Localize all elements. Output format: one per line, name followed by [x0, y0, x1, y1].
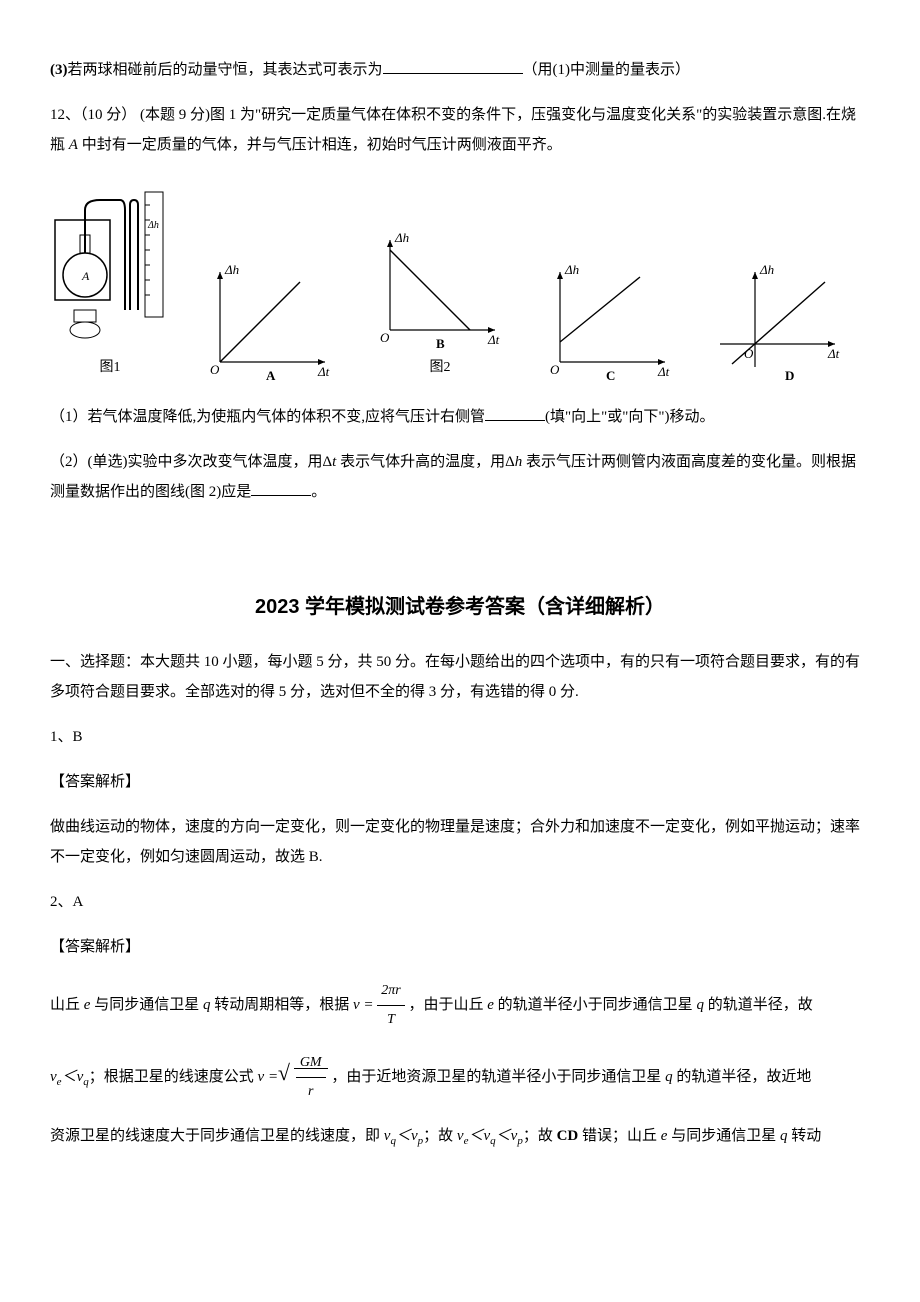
- numer: 2πr: [377, 977, 404, 1006]
- denom: T: [377, 1006, 404, 1034]
- a2-para3: 资源卫星的线速度大于同步通信卫星的线速度，即 vq＜vp；故 ve＜vq＜vp；…: [50, 1121, 870, 1152]
- formula-v-2pir: v = 2πrT: [353, 997, 405, 1013]
- svg-text:O: O: [744, 346, 754, 361]
- svg-text:Δh: Δh: [759, 262, 774, 277]
- q3-text-a: 若两球相碰前后的动量守恒，其表达式可表示为: [68, 62, 383, 78]
- answer-title: 2023 学年模拟测试卷参考答案（含详细解析）: [50, 587, 870, 627]
- cd-option: CD: [557, 1128, 579, 1144]
- ve-lt-vq: ve＜vq: [50, 1069, 89, 1085]
- sub-q: q: [390, 1135, 396, 1147]
- a2-para1: 山丘 e 与同步通信卫星 q 转动周期相等，根据 v = 2πrT ，由于山丘 …: [50, 977, 870, 1034]
- svg-text:O: O: [210, 362, 220, 377]
- blank-fill[interactable]: [383, 55, 523, 74]
- svg-text:Δt: Δt: [317, 364, 330, 379]
- var-e: e: [487, 997, 494, 1013]
- txt: 的轨道半径，故近地: [673, 1069, 812, 1085]
- svg-text:Δh: Δh: [147, 220, 159, 231]
- a1-num: 1、B: [50, 722, 870, 752]
- svg-text:Δt: Δt: [657, 364, 670, 379]
- sub-q: q: [490, 1135, 496, 1147]
- txt: ；故: [523, 1128, 557, 1144]
- svg-text:C: C: [606, 368, 615, 382]
- q3-prefix: (3): [50, 62, 68, 78]
- svg-text:A: A: [266, 368, 276, 382]
- section1-heading: 一、选择题：本大题共 10 小题，每小题 5 分，共 50 分。在每小题给出的四…: [50, 647, 870, 707]
- q12-sub2-suffix: 。: [311, 484, 326, 500]
- numer: GM: [296, 1049, 326, 1078]
- q12-sub2-a: （2）(单选)实验中多次改变气体温度，用Δ: [50, 454, 332, 470]
- figure-row: A Δh 图1 Δh Δt O A: [50, 180, 870, 382]
- v: v: [50, 1069, 57, 1085]
- blank-fill[interactable]: [485, 402, 545, 421]
- chart-b-col: Δh Δt O B 图2: [370, 230, 510, 382]
- v: v: [258, 1069, 265, 1085]
- analysis-label: 【答案解析】: [50, 932, 870, 962]
- chart-d: Δh Δt O D: [710, 262, 850, 382]
- txt: ，由于山丘: [408, 997, 487, 1013]
- q11-3: (3)若两球相碰前后的动量守恒，其表达式可表示为 （用(1)中测量的量表示）: [50, 55, 870, 85]
- svg-text:Δh: Δh: [394, 230, 409, 245]
- q12-sub1-suffix: (填"向上"或"向下")移动。: [545, 409, 714, 425]
- q12-title-after: 中封有一定质量的气体，并与气压计相连，初始时气压计两侧液面平齐。: [78, 137, 562, 153]
- svg-text:O: O: [380, 330, 390, 345]
- q12-sub1-prefix: （1）若气体温度降低,为使瓶内气体的体积不变,应将气压计右侧管: [50, 409, 485, 425]
- var-q: q: [696, 997, 704, 1013]
- svg-text:Δh: Δh: [224, 262, 239, 277]
- txt: 资源卫星的线速度大于同步通信卫星的线速度，即: [50, 1128, 384, 1144]
- chart-c-col: Δh Δt O C: [540, 262, 680, 382]
- txt: ；根据卫星的线速度公式: [89, 1069, 254, 1085]
- v: v: [353, 997, 360, 1013]
- svg-text:A: A: [81, 269, 90, 283]
- var-q: q: [665, 1069, 673, 1085]
- svg-text:Δh: Δh: [564, 262, 579, 277]
- flask-label: A: [69, 137, 78, 153]
- chart-c: Δh Δt O C: [540, 262, 680, 382]
- v: v: [457, 1128, 464, 1144]
- blank-fill[interactable]: [251, 477, 311, 496]
- txt: 的轨道半径小于同步通信卫星: [494, 997, 697, 1013]
- sub-e: e: [57, 1076, 62, 1088]
- txt: ；故: [423, 1128, 457, 1144]
- svg-text:Δt: Δt: [827, 346, 840, 361]
- svg-text:D: D: [785, 368, 794, 382]
- figcap-2: 图2: [430, 354, 451, 382]
- txt: 转动: [787, 1128, 821, 1144]
- txt: 的轨道半径，故: [704, 997, 813, 1013]
- analysis-label: 【答案解析】: [50, 767, 870, 797]
- figure-1-col: A Δh 图1: [50, 180, 170, 382]
- a2-para2: ve＜vq；根据卫星的线速度公式 v = GMr ，由于近地资源卫星的轨道半径小…: [50, 1049, 870, 1106]
- txt: 错误；山丘: [578, 1128, 661, 1144]
- sub-e: e: [464, 1135, 469, 1147]
- svg-text:Δt: Δt: [487, 332, 500, 347]
- svg-text:O: O: [550, 362, 560, 377]
- q3-text-b: （用(1)中测量的量表示）: [523, 62, 691, 78]
- chart-a: Δh Δt O A: [200, 262, 340, 382]
- chart-b: Δh Δt O B: [370, 230, 510, 350]
- v: v: [411, 1128, 418, 1144]
- denom: r: [296, 1078, 326, 1106]
- txt: 与同步通信卫星: [90, 997, 203, 1013]
- txt: 山丘: [50, 997, 84, 1013]
- vq-lt-vp: vq＜vp: [384, 1128, 423, 1144]
- svg-text:B: B: [436, 336, 445, 350]
- q12-sub2: （2）(单选)实验中多次改变气体温度，用Δt 表示气体升高的温度，用Δh 表示气…: [50, 447, 870, 507]
- chart-d-col: Δh Δt O D: [710, 262, 850, 382]
- figcap-1: 图1: [100, 354, 121, 382]
- txt: ，由于近地资源卫星的轨道半径小于同步通信卫星: [331, 1069, 665, 1085]
- txt: 转动周期相等，根据: [210, 997, 349, 1013]
- a1-text: 做曲线运动的物体，速度的方向一定变化，则一定变化的物理量是速度；合外力和加速度不…: [50, 812, 870, 872]
- apparatus-diagram: A Δh: [50, 180, 170, 350]
- q12-sub2-b: 表示气体升高的温度，用Δ: [336, 454, 514, 470]
- chart-a-col: Δh Δt O A: [200, 262, 340, 382]
- ve-vq-vp: ve＜vq＜vp: [457, 1128, 523, 1144]
- a2-num: 2、A: [50, 887, 870, 917]
- txt: 与同步通信卫星: [667, 1128, 780, 1144]
- q12-stem: 12、（10 分） (本题 9 分)图 1 为"研究一定质量气体在体积不变的条件…: [50, 100, 870, 160]
- q12-num: 12、（10 分）: [50, 107, 136, 123]
- q12-sub1: （1）若气体温度降低,为使瓶内气体的体积不变,应将气压计右侧管 (填"向上"或"向…: [50, 402, 870, 432]
- formula-v-sqrt: v = GMr: [258, 1069, 328, 1085]
